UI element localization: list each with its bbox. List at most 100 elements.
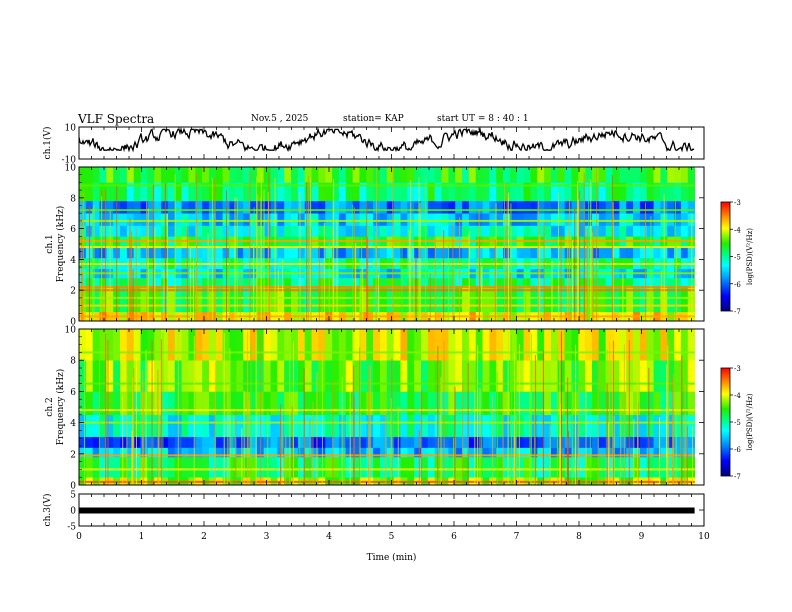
ch1-spectrogram-cell	[674, 200, 682, 214]
ch1-spectrogram-cell	[352, 225, 360, 237]
ch2-spectrogram-cell	[386, 436, 395, 448]
ch1-spectrogram-cell	[653, 213, 661, 226]
ch2-spectrogram-cell	[414, 456, 422, 478]
ch2-spectrogram-cell	[236, 329, 244, 361]
ch2-spectrogram-cell	[407, 329, 415, 361]
ch2-spectrogram-sferic	[567, 377, 569, 485]
ch1-spectrogram-cell	[633, 182, 641, 202]
ch2-spectrogram-cell	[660, 436, 668, 448]
ch1-spectrogram-cell	[612, 213, 620, 226]
ch1-spectrogram-cell	[161, 167, 169, 183]
ch1-spectrogram-cell	[687, 200, 696, 214]
ch1-spectrogram-sferic	[480, 266, 482, 321]
ch2-spectrogram-cell	[99, 414, 107, 437]
ch2-spectrogram-cell	[386, 391, 395, 416]
ch2-spectrogram-cell	[653, 329, 661, 361]
ch1-spectrogram-sferic	[504, 181, 506, 321]
ch1-spectrogram-cell	[195, 167, 203, 183]
ch1-spectrogram-cell	[503, 182, 511, 202]
ch1-spectrogram-cell	[482, 167, 490, 183]
ch2-spectrogram-cell	[92, 447, 100, 458]
ch2-spectrogram-cell	[291, 329, 299, 361]
ch1-spectrogram-sferic	[253, 243, 255, 321]
ch2-spectrogram-sferic	[223, 333, 225, 485]
ch2-spectrogram-cell	[455, 414, 463, 437]
ch1-spectrogram-cell	[468, 277, 477, 286]
ch2-spectrogram-sferic	[680, 383, 682, 485]
ch2-spectrogram-sferic	[332, 380, 334, 485]
ch1-spectrogram-cell	[612, 247, 620, 259]
ch2-spectrogram-cell	[379, 436, 388, 448]
ch2-spectrogram-cell	[639, 456, 648, 478]
ch2-spectrogram-colorbar-label-text: log(PSD)(V²/Hz)	[746, 393, 754, 450]
ch2-spectrogram-cell	[421, 414, 429, 437]
ch2-spectrogram-cell	[503, 414, 511, 437]
ch2-spectrogram-cell	[202, 414, 210, 437]
ch1-spectrogram-cell	[639, 200, 648, 214]
ch1-spectrogram-cell	[359, 167, 367, 183]
ch1-spectrogram-cell	[687, 167, 696, 183]
ch2-spectrogram-cell	[537, 447, 545, 458]
ch2-spectrogram-cell	[140, 360, 148, 392]
ch2-spectrogram-cell	[311, 436, 319, 448]
ch2-spectrogram-cell	[571, 391, 579, 416]
ch1-spectrogram-sferic	[612, 201, 614, 321]
ch2-spectrogram-cell	[202, 329, 210, 361]
ch1-spectrogram-cell	[352, 247, 360, 259]
ch2-spectrogram-cell	[325, 456, 333, 478]
ch2-spectrogram-cell	[537, 391, 545, 416]
ch1-spectrogram-cell	[448, 225, 456, 237]
ch1-spectrogram-cell	[414, 277, 422, 286]
ch2-spectrogram-sferic	[353, 365, 355, 485]
ch1-spectrogram-band	[79, 184, 695, 187]
ch1-spectrogram-cell	[509, 225, 518, 237]
ch2-spectrogram-cell	[421, 329, 429, 361]
ch2-spectrogram-cell	[550, 360, 559, 392]
ch1-spectrogram-cell	[633, 225, 641, 237]
ch2-spectrogram-cell	[386, 360, 395, 392]
ch2-spectrogram-cell	[352, 436, 360, 448]
ch1-spectrogram-cell	[215, 277, 224, 286]
ch2-spectrogram-cell	[386, 414, 395, 437]
ch1-spectrogram-cell	[284, 167, 292, 183]
ch2-spectrogram-cell	[284, 436, 292, 448]
ch1-spectrogram-cell	[366, 167, 374, 183]
ch2-spectrogram-colorbar-tick-label: -6	[734, 446, 741, 454]
ch1-spectrogram-cell	[359, 213, 367, 226]
ch2-spectrogram-cell	[680, 436, 689, 448]
ch1-spectrogram-cell	[85, 182, 94, 202]
ch1-spectrogram-cell	[592, 167, 600, 183]
ch2-spectrogram-cell	[236, 391, 244, 416]
ch2-spectrogram-sferic	[418, 430, 420, 485]
ch1-spectrogram-cell	[482, 213, 490, 226]
ch1-spectrogram-sferic	[376, 168, 378, 321]
x-tick-label: 0	[76, 532, 82, 542]
ch2-spectrogram-cell	[414, 447, 422, 458]
ch1-spectrogram-cell	[680, 247, 689, 259]
ch1-spectrogram-sferic	[234, 197, 236, 321]
ch2-spectrogram-sferic	[606, 383, 608, 485]
ch1-spectrogram-cell	[188, 247, 196, 259]
ch1-spectrogram-cell	[496, 247, 504, 259]
ch2-spectrogram-cell	[147, 447, 155, 458]
ch2-spectrogram-cell	[414, 329, 422, 361]
ch1-waveform-ytick-label: -10	[62, 156, 77, 166]
ch2-spectrogram-cell	[229, 329, 237, 361]
ch2-spectrogram-cell	[161, 391, 169, 416]
ch2-spectrogram-cell	[523, 391, 531, 416]
ch1-spectrogram-sferic	[249, 170, 251, 321]
ch2-spectrogram-cell	[270, 329, 278, 361]
ch2-spectrogram-cell	[161, 436, 169, 448]
ch2-spectrogram-cell	[687, 391, 696, 416]
ch2-spectrogram-cell	[359, 329, 367, 361]
ch2-spectrogram-cell	[578, 391, 586, 416]
ch2-spectrogram-cell	[113, 360, 121, 392]
ch1-spectrogram-cell	[530, 167, 538, 183]
ch2-spectrogram-cell	[120, 329, 128, 361]
ch2-spectrogram-sferic	[575, 344, 577, 485]
ch1-spectrogram-cell	[434, 200, 442, 214]
ch2-spectrogram-cell	[503, 447, 511, 458]
ch1-spectrogram-cell	[530, 200, 538, 214]
ch2-spectrogram-cell	[448, 447, 456, 458]
ch2-spectrogram-cell	[598, 414, 607, 437]
